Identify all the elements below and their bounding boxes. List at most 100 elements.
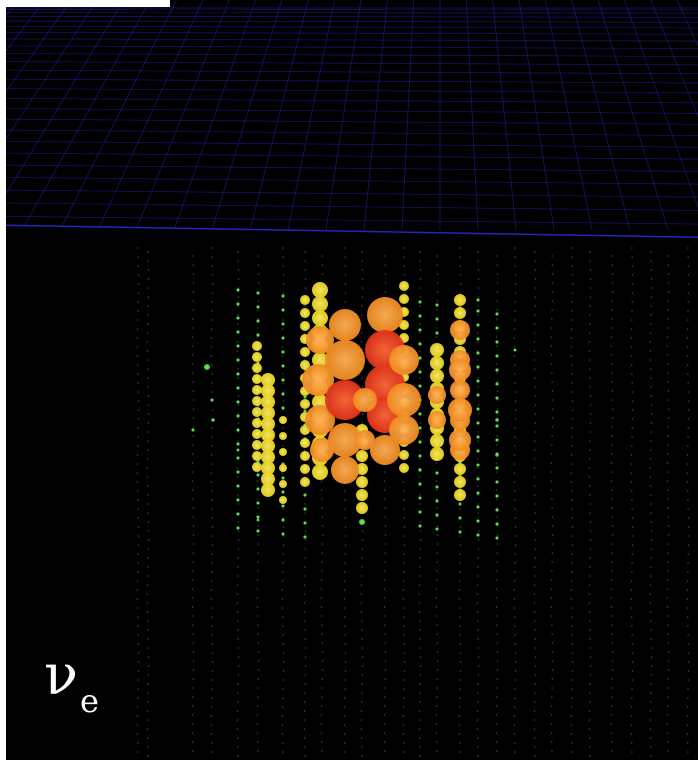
light-hit-green [476, 491, 480, 495]
dom-sensor-dot [320, 723, 323, 725]
dom-sensor-dot [147, 278, 150, 280]
dom-sensor-dot [321, 750, 323, 752]
light-hit-yellow [312, 282, 328, 298]
dom-sensor-dot [361, 422, 364, 424]
dom-sensor-dot [236, 611, 239, 613]
dom-sensor-dot [551, 435, 553, 437]
dom-sensor-dot [610, 480, 613, 482]
dom-sensor-dot [551, 381, 553, 383]
dom-sensor-dot [210, 481, 213, 483]
dom-sensor-dot [533, 710, 536, 712]
dom-sensor-dot [513, 715, 516, 717]
dom-sensor-dot [649, 701, 652, 703]
dom-sensor-dot [344, 643, 347, 645]
grid-line-horizontal [6, 31, 698, 35]
dom-sensor-dot [611, 318, 613, 320]
dom-sensor-dot [513, 454, 516, 456]
light-hit-green [495, 466, 499, 470]
dom-sensor-dot [343, 616, 346, 618]
dom-sensor-dot [211, 373, 213, 375]
dom-sensor-dot [589, 278, 592, 280]
dom-sensor-dot [384, 552, 387, 554]
light-hit-green [281, 406, 285, 410]
dom-sensor-dot [419, 305, 422, 307]
dom-sensor-dot [666, 723, 669, 725]
dom-sensor-dot [403, 643, 406, 645]
dom-sensor-dot [281, 733, 284, 735]
dom-sensor-dot [534, 539, 537, 541]
dom-sensor-dot [588, 701, 591, 703]
dom-sensor-dot [514, 247, 516, 249]
dom-sensor-dot [551, 444, 553, 446]
dom-sensor-dot [344, 562, 346, 564]
grid-line-vertical [439, 0, 631, 231]
dom-sensor-dot [650, 404, 653, 406]
dom-sensor-dot [237, 557, 240, 559]
dom-sensor-dot [630, 697, 633, 699]
dom-sensor-dot [476, 728, 479, 730]
dom-sensor-dot [383, 489, 386, 491]
dom-sensor-dot [281, 607, 284, 609]
dom-sensor-dot [588, 593, 591, 595]
dom-sensor-dot [551, 417, 554, 419]
dom-sensor-dot [192, 444, 194, 446]
light-hit-green [236, 386, 240, 390]
dom-sensor-dot [403, 499, 405, 501]
dom-sensor-dot [667, 390, 670, 392]
light-hit-yellow [261, 417, 275, 431]
dom-sensor-dot [667, 282, 670, 284]
dom-sensor-dot [361, 377, 363, 379]
dom-sensor-dot [304, 512, 307, 514]
dom-sensor-dot [236, 728, 239, 730]
dom-sensor-dot [550, 723, 553, 725]
dom-sensor-dot [551, 552, 554, 554]
dom-sensor-dot [146, 350, 149, 352]
dom-sensor-dot [418, 620, 421, 622]
dom-sensor-dot [403, 661, 406, 663]
dom-sensor-dot [361, 314, 363, 316]
dom-sensor-dot [211, 499, 213, 501]
dom-sensor-dot [360, 701, 363, 703]
dom-sensor-dot [650, 431, 653, 433]
dom-sensor-dot [477, 674, 480, 676]
dom-sensor-dot [320, 579, 323, 581]
dom-sensor-dot [435, 714, 438, 716]
dom-sensor-dot [237, 629, 239, 631]
dom-sensor-dot [344, 301, 347, 303]
dom-sensor-dot [343, 724, 346, 726]
dom-sensor-dot [666, 732, 669, 734]
dom-sensor-dot [236, 737, 239, 739]
dom-sensor-dot [687, 652, 690, 654]
dom-sensor-dot [303, 719, 306, 721]
dom-sensor-dot [137, 526, 140, 528]
dom-sensor-dot [571, 301, 574, 303]
dom-sensor-dot [257, 309, 259, 311]
dom-sensor-dot [570, 346, 573, 348]
light-hit-orange [302, 364, 334, 396]
dom-sensor-dot [256, 615, 259, 617]
dom-sensor-dot [192, 507, 194, 509]
dom-sensor-dot [459, 526, 462, 528]
light-hit-green [435, 331, 439, 335]
dom-sensor-dot [210, 616, 213, 618]
dom-sensor-dot [191, 597, 194, 599]
dom-sensor-dot [321, 498, 323, 500]
dom-sensor-dot [459, 535, 462, 537]
dom-sensor-dot [211, 643, 214, 645]
dom-sensor-dot [476, 458, 479, 460]
dom-sensor-dot [436, 309, 438, 311]
light-hit-yellow [454, 476, 466, 488]
dom-sensor-dot [631, 562, 633, 564]
dom-sensor-dot [589, 530, 592, 532]
dom-sensor-dot [513, 472, 516, 474]
dom-sensor-dot [136, 355, 139, 357]
dom-sensor-dot [476, 620, 479, 622]
dom-sensor-dot [589, 683, 592, 685]
dom-sensor-dot [147, 251, 149, 253]
dom-sensor-dot [236, 575, 239, 577]
dom-sensor-dot [304, 251, 306, 253]
dom-sensor-dot [435, 336, 438, 338]
dom-sensor-dot [631, 265, 634, 267]
dom-sensor-dot [667, 750, 669, 752]
dom-sensor-dot [630, 472, 633, 474]
